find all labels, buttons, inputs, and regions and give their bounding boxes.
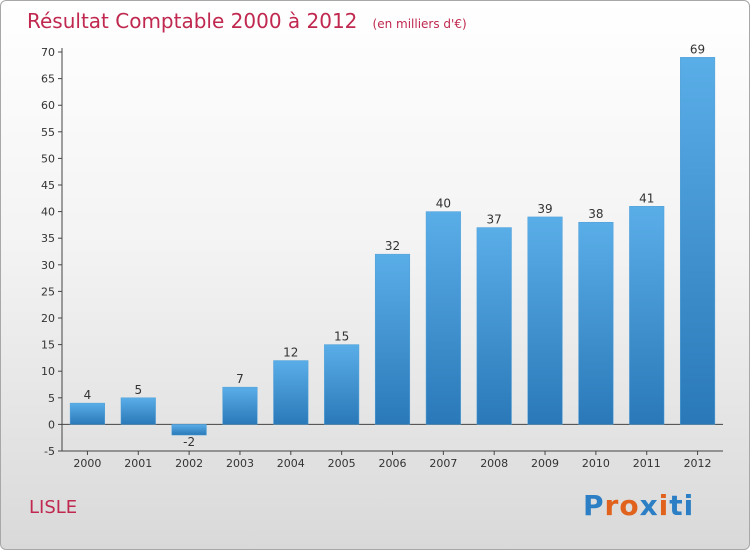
- x-tick-label: 2006: [379, 457, 407, 470]
- value-label: 39: [537, 202, 552, 216]
- value-label: 37: [487, 213, 502, 227]
- y-tick-label: 5: [48, 392, 55, 405]
- x-tick-label: 2010: [582, 457, 610, 470]
- value-label: 41: [639, 191, 654, 205]
- x-tick-label: 2003: [226, 457, 254, 470]
- y-tick-label: 20: [41, 312, 55, 325]
- logo-letter: P: [583, 489, 605, 522]
- y-tick-label: 40: [41, 206, 55, 219]
- x-tick-label: 2005: [328, 457, 356, 470]
- title-row: Résultat Comptable 2000 à 2012 (en milli…: [27, 9, 467, 33]
- y-tick-label: 60: [41, 99, 55, 112]
- y-tick-label: 50: [41, 152, 55, 165]
- bar-2005: [324, 344, 360, 425]
- x-tick-label: 2008: [480, 457, 508, 470]
- y-tick-label: 70: [41, 46, 55, 59]
- x-tick-label: 2004: [277, 457, 305, 470]
- logo-letter: o: [619, 489, 640, 522]
- value-label: 7: [236, 372, 244, 386]
- logo-letter: i: [658, 489, 670, 522]
- bar-2001: [120, 397, 156, 425]
- bar-2007: [425, 211, 461, 425]
- x-tick-label: 2007: [429, 457, 457, 470]
- y-tick-label: 25: [41, 285, 55, 298]
- chart-unit: (en milliers d'€): [372, 17, 467, 31]
- y-tick-label: 65: [41, 73, 55, 86]
- y-tick-label: 45: [41, 179, 55, 192]
- place-name: LISLE: [29, 497, 78, 518]
- bar-2012: [680, 57, 716, 425]
- value-label: 15: [334, 330, 349, 344]
- bar-2006: [374, 253, 411, 425]
- bar-2000: [69, 402, 105, 425]
- bar-2010: [578, 221, 614, 425]
- bar-2008: [476, 227, 512, 425]
- value-label: 5: [134, 383, 142, 397]
- y-tick-label: 35: [41, 232, 55, 245]
- bar-2002: [171, 424, 207, 436]
- y-tick-label: 55: [41, 126, 55, 139]
- logo-letter: i: [683, 489, 695, 522]
- logo-letter: t: [669, 489, 684, 522]
- bar-2011: [629, 206, 665, 425]
- logo-letter: x: [639, 489, 659, 522]
- bar-2003: [222, 386, 258, 425]
- value-label: 4: [84, 388, 92, 402]
- proxiti-logo[interactable]: Proxiti: [583, 489, 694, 522]
- value-label: 40: [436, 197, 451, 211]
- logo-letter: r: [604, 489, 620, 522]
- y-tick-label: 10: [41, 365, 55, 378]
- y-tick-label: 0: [48, 418, 55, 431]
- value-label: 32: [385, 239, 400, 253]
- value-labels: 4 5 -2 7 12 15 32 40 37 39 38 41 69: [84, 42, 706, 449]
- y-tick-label: -5: [44, 445, 55, 458]
- x-tick-label: 2001: [124, 457, 152, 470]
- x-tick-label: 2012: [684, 457, 712, 470]
- chart-title: Résultat Comptable 2000 à 2012: [27, 9, 358, 33]
- bars: [69, 57, 716, 436]
- value-label: 69: [690, 42, 705, 56]
- x-tick-label: 2000: [73, 457, 101, 470]
- x-tick-label: 2009: [531, 457, 559, 470]
- value-label: 38: [588, 207, 603, 221]
- value-label: 12: [283, 346, 298, 360]
- y-tick-label: 30: [41, 259, 55, 272]
- x-tick-label: 2011: [633, 457, 661, 470]
- y-tick-label: 15: [41, 339, 55, 352]
- bar-2009: [527, 216, 563, 425]
- value-label: -2: [183, 435, 195, 449]
- x-tick-label: 2002: [175, 457, 203, 470]
- bar-2004: [273, 360, 309, 425]
